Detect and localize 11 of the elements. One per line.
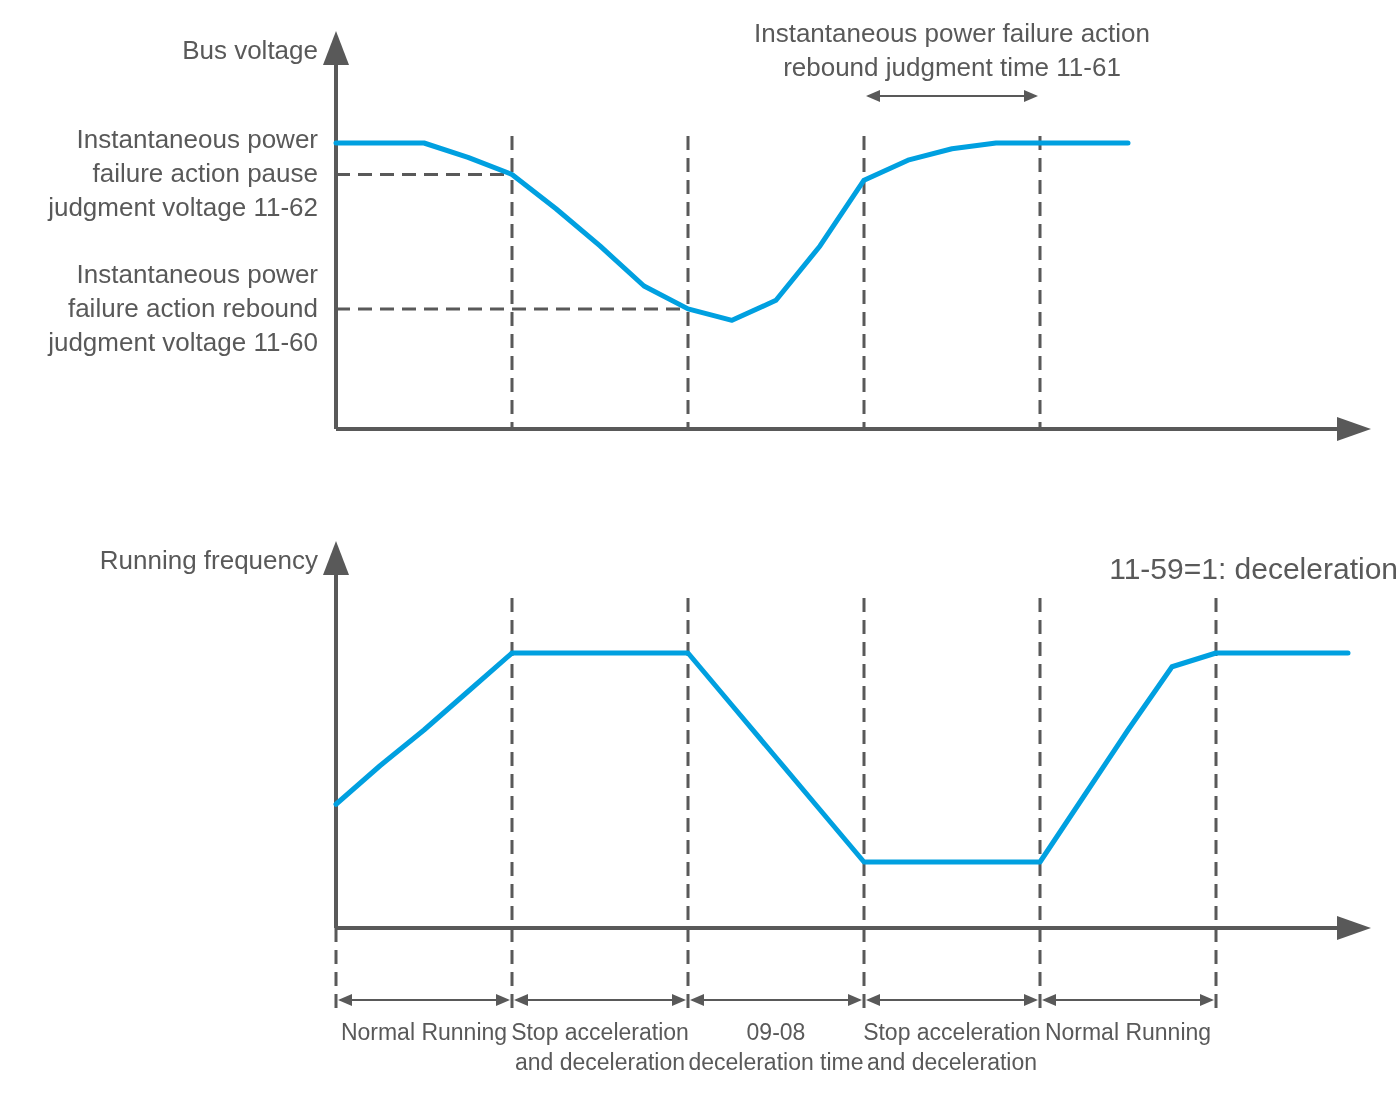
x-tick-label: Normal Running bbox=[340, 1019, 508, 1045]
x-tick-label: Stop acceleration and deceleration bbox=[863, 1019, 1041, 1075]
x-tick-label: 09-08 deceleration time bbox=[688, 1019, 864, 1075]
ref-line-label: Instantaneous power failure action rebound judgment voltage 11-60 bbox=[47, 258, 319, 357]
text: Instantaneous power failure action rebound judgment time 11-61 bbox=[753, 18, 1151, 82]
y-axis-title: Bus voltage bbox=[182, 35, 318, 65]
ref-line-label: Instantaneous power failure action pause judgment voltage 11-62 bbox=[47, 124, 319, 223]
text: 11-59=1: deceleration bbox=[1109, 552, 1398, 585]
x-tick-label: Normal Running bbox=[1044, 1019, 1212, 1045]
x-tick-label: Stop acceleration and deceleration bbox=[511, 1019, 689, 1075]
y-axis-title: Running frequency bbox=[99, 545, 318, 575]
